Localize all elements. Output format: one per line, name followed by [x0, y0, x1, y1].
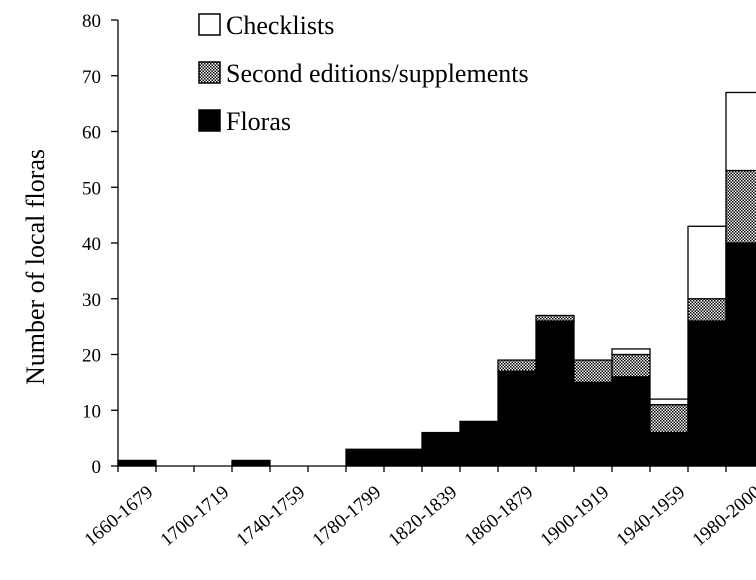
- axes-layer: [111, 19, 756, 472]
- bar-floras-1660-1679: [117, 459, 157, 467]
- bar-floras-1980-2000: [725, 242, 756, 467]
- x-tick-label-1740-1759: 1740-1759: [233, 482, 310, 551]
- bar-checklists-1920-1939: [611, 348, 651, 356]
- bar-floras-1940-1959: [649, 431, 689, 467]
- y-axis-title-group: Number of local floras: [21, 149, 50, 385]
- legend: Checklists Second editions/supplements Flo…: [198, 11, 529, 136]
- x-tick-label-1660-1679: 1660-1679: [81, 482, 158, 551]
- bar-floras-1860-1879: [497, 370, 537, 467]
- x-tick-label-1860-1879: 1860-1879: [461, 482, 538, 551]
- y-tick-label-60: 60: [82, 123, 101, 144]
- legend-label-floras: Floras: [226, 107, 291, 136]
- y-tick-label-80: 80: [82, 11, 101, 32]
- x-tick-label-1980-2000: 1980-2000: [689, 482, 756, 551]
- legend-label-second-editions-supplements: Second editions/supplements: [226, 59, 529, 88]
- bar-floras-1800-1819: [383, 448, 423, 467]
- y-tick-label-0: 0: [92, 457, 102, 478]
- bar-floras-1720-1739: [231, 459, 271, 467]
- bar-second-editions-supplements-1980-2000: [725, 169, 756, 244]
- bar-checklists-1940-1959: [649, 398, 689, 406]
- bars-layer: [117, 91, 756, 467]
- x-tick-label-1900-1919: 1900-1919: [537, 482, 614, 551]
- y-tick-label-30: 30: [82, 290, 101, 311]
- bar-floras-1960-1979: [687, 320, 727, 467]
- legend-swatch-floras: [198, 109, 221, 132]
- x-tick-label-1780-1799: 1780-1799: [309, 482, 386, 551]
- x-tick-label-1820-1839: 1820-1839: [385, 482, 462, 551]
- x-tick-labels: 1660-1679 1700-1719 1740-1759 1780-1799 1820…: [81, 482, 756, 551]
- bar-second-editions-supplements-1920-1939: [611, 353, 651, 378]
- legend-swatch-second-editions-supplements: [198, 61, 221, 84]
- legend-label-checklists: Checklists: [226, 11, 334, 40]
- bar-checklists-1980-2000: [725, 91, 756, 172]
- bar-floras-1900-1919: [573, 381, 613, 467]
- bar-checklists-1960-1979: [687, 225, 727, 300]
- bar-floras-1840-1859: [459, 420, 499, 467]
- y-tick-label-10: 10: [82, 401, 101, 422]
- y-axis-title: Number of local floras: [21, 149, 50, 385]
- y-tick-label-40: 40: [82, 234, 101, 255]
- x-tick-label-1940-1959: 1940-1959: [613, 482, 690, 551]
- legend-swatch-checklists: [198, 13, 221, 36]
- y-tick-label-70: 70: [82, 67, 101, 88]
- bar-floras-1820-1839: [421, 431, 461, 467]
- bar-second-editions-supplements-1900-1919: [573, 359, 613, 384]
- bar-second-editions-supplements-1960-1979: [687, 298, 727, 322]
- y-tick-label-50: 50: [82, 178, 101, 199]
- bar-second-editions-supplements-1860-1879: [497, 359, 537, 372]
- bar-floras-1920-1939: [611, 376, 651, 467]
- bar-floras-1780-1799: [345, 448, 385, 467]
- bar-second-editions-supplements-1940-1959: [649, 404, 689, 434]
- bar-floras-1880-1899: [535, 320, 575, 467]
- y-tick-label-20: 20: [82, 346, 101, 367]
- y-tick-labels: 0 10 20 30 40 50 60 70 80: [82, 11, 101, 478]
- x-tick-label-1700-1719: 1700-1719: [157, 482, 234, 551]
- bar-second-editions-supplements-1880-1899: [535, 314, 575, 322]
